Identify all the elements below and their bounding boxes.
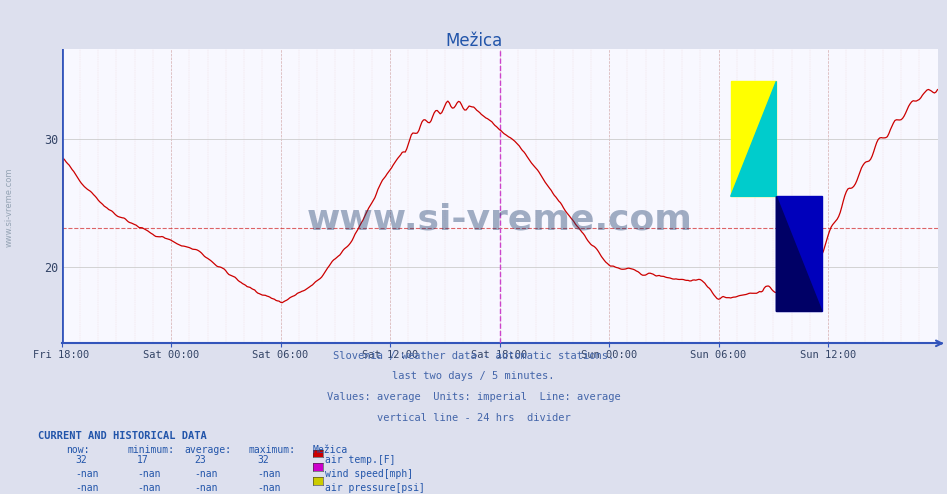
Text: air pressure[psi]: air pressure[psi] <box>325 483 424 493</box>
Text: CURRENT AND HISTORICAL DATA: CURRENT AND HISTORICAL DATA <box>38 431 206 441</box>
Text: air temp.[F]: air temp.[F] <box>325 455 395 465</box>
Text: www.si-vreme.com: www.si-vreme.com <box>5 168 14 247</box>
Polygon shape <box>731 82 777 197</box>
Bar <box>731 82 777 197</box>
Text: -nan: -nan <box>258 469 281 479</box>
Text: 17: 17 <box>137 455 149 465</box>
Text: 32: 32 <box>258 455 269 465</box>
Text: www.si-vreme.com: www.si-vreme.com <box>307 203 692 237</box>
Text: -nan: -nan <box>76 483 99 493</box>
Text: -nan: -nan <box>194 469 218 479</box>
Text: 32: 32 <box>76 455 87 465</box>
Text: -nan: -nan <box>258 483 281 493</box>
Text: now:: now: <box>66 445 90 454</box>
Text: average:: average: <box>185 445 232 454</box>
Text: -nan: -nan <box>137 469 161 479</box>
Text: Mežica: Mežica <box>445 32 502 50</box>
Text: -nan: -nan <box>194 483 218 493</box>
Text: wind speed[mph]: wind speed[mph] <box>325 469 413 479</box>
Text: maximum:: maximum: <box>248 445 295 454</box>
Text: vertical line - 24 hrs  divider: vertical line - 24 hrs divider <box>377 413 570 423</box>
Text: -nan: -nan <box>76 469 99 479</box>
Text: minimum:: minimum: <box>128 445 175 454</box>
Text: Mežica: Mežica <box>313 445 348 454</box>
Text: 23: 23 <box>194 455 205 465</box>
Polygon shape <box>777 197 822 311</box>
Bar <box>777 197 822 311</box>
Text: -nan: -nan <box>137 483 161 493</box>
Text: last two days / 5 minutes.: last two days / 5 minutes. <box>392 371 555 381</box>
Text: Slovenia / weather data - automatic stations.: Slovenia / weather data - automatic stat… <box>333 351 614 361</box>
Text: Values: average  Units: imperial  Line: average: Values: average Units: imperial Line: av… <box>327 392 620 402</box>
